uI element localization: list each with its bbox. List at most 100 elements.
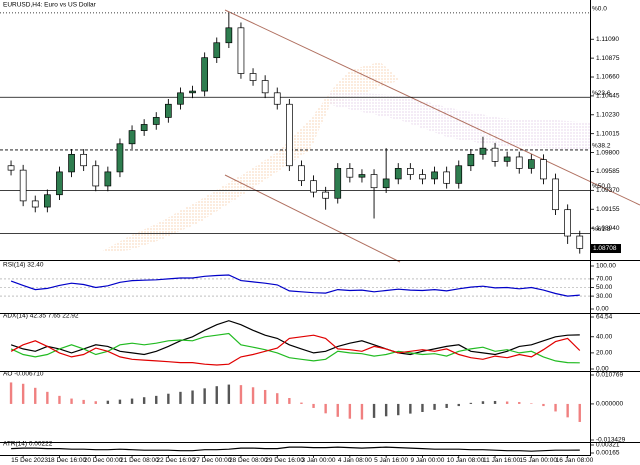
ao-bar: [578, 403, 581, 422]
candle-body: [92, 165, 100, 187]
y-tick-label: 40.00: [596, 333, 613, 340]
ao-bar: [324, 403, 327, 414]
last-price: 1.08708: [593, 245, 617, 252]
candle-body: [479, 147, 487, 155]
x-tick-label: 15 Jan 00:00: [519, 457, 557, 464]
ao-bar: [94, 401, 97, 404]
y-tick-label: 1.10875: [596, 55, 620, 62]
indicator-line: [10, 274, 580, 297]
x-tick-label: 29 Dec 16:00: [265, 457, 304, 464]
candle-body: [358, 174, 366, 178]
panel-title: RSI(14) 32.40: [3, 262, 44, 269]
panel-title: ATR(14) 0.00222: [3, 441, 53, 448]
candle-body: [455, 165, 463, 184]
ao-bar: [167, 393, 170, 404]
candle-body: [261, 80, 269, 94]
ao-bar: [445, 403, 448, 408]
ao-bar: [9, 382, 13, 404]
y-tick-label: 70.00: [596, 276, 613, 283]
ao-bar: [360, 403, 364, 420]
ao-bar: [554, 403, 557, 412]
candle-body: [225, 27, 233, 44]
x-tick-label: 18 Dec 16:00: [47, 457, 86, 464]
candle-body: [515, 156, 523, 169]
candle-body: [237, 27, 245, 74]
ao-bar: [191, 390, 194, 404]
ao-bar: [493, 400, 497, 404]
candle-body: [128, 130, 136, 145]
candle-body: [165, 103, 172, 118]
x-tick-label: 28 Dec 08:00: [229, 457, 268, 464]
y-tick-label: 1.08940: [596, 225, 620, 232]
y-tick-label: 1.09370: [596, 187, 620, 194]
candle-body: [431, 171, 438, 180]
x-tick-label: 16 Jan 08:00: [556, 457, 594, 464]
panel-title: AO -0.006710: [3, 371, 44, 378]
x-tick-label: 20 Dec 00:00: [84, 457, 123, 464]
y-tick-label: 0.010769: [596, 372, 623, 379]
candle-body: [407, 168, 414, 175]
candle-body: [576, 235, 584, 249]
y-tick-label: 0.00165: [596, 450, 620, 457]
candle-body: [116, 143, 124, 173]
candle-body: [7, 165, 15, 171]
candle-body: [346, 168, 354, 178]
candle-body: [213, 42, 221, 59]
channel-line: [224, 174, 401, 263]
ao-bar: [46, 391, 49, 404]
candle-body: [140, 124, 148, 131]
ao-bar: [348, 403, 352, 419]
ao-bar: [239, 385, 243, 404]
candle-body: [467, 153, 475, 167]
indicator-line: [11, 446, 580, 452]
ao-bar: [21, 383, 25, 404]
y-tick-label: 20.00: [596, 350, 613, 357]
ao-bar: [421, 403, 424, 412]
ao-bar: [251, 387, 255, 404]
ao-bar: [276, 393, 279, 404]
candle-body: [80, 153, 88, 167]
panel-title: ADX(14) 42.35 7.65 22.92: [3, 313, 79, 320]
ao-bar: [130, 398, 134, 404]
x-tick-label: 4 Jan 08:00: [338, 457, 372, 464]
ao-bar: [288, 398, 291, 404]
x-tick-label: 5 Jan 16:00: [374, 457, 408, 464]
candle-body: [552, 178, 559, 211]
y-tick-label: 50.00: [596, 284, 613, 291]
candle-body: [201, 57, 208, 92]
ao-bar: [518, 402, 521, 404]
x-tick-label: 11 Jan 16:00: [483, 457, 520, 464]
ao-bar: [542, 403, 545, 407]
candle-body: [152, 117, 160, 125]
candle-body: [443, 171, 450, 184]
ao-bar: [397, 403, 400, 416]
indicator-line: [10, 334, 581, 366]
candle-body: [189, 90, 196, 94]
last-price-box: [591, 244, 621, 254]
fib-label: %61.8: [592, 226, 611, 233]
candle-body: [68, 153, 75, 173]
candle-body: [394, 168, 402, 180]
candle-body: [177, 92, 184, 105]
x-tick-label: 9 Jan 00:00: [410, 457, 444, 464]
ao-bar: [106, 400, 110, 404]
y-tick-label: -0.013429: [596, 437, 626, 444]
ao-bar: [384, 403, 388, 417]
x-tick-label: 21 Dec 08:00: [120, 457, 159, 464]
y-tick-label: 64.54: [596, 314, 613, 321]
candle-body: [564, 209, 572, 237]
panel-title: EURUSD,H4: Euro vs US Dollar: [3, 2, 97, 9]
candle-body: [273, 92, 281, 105]
y-tick-label: 30.00: [596, 293, 613, 300]
x-tick-label: 3 Jan 00:00: [302, 457, 336, 464]
ao-bar: [203, 388, 206, 404]
ao-bar: [457, 403, 460, 407]
ao-bar: [433, 403, 436, 410]
y-tick-label: 1.11090: [596, 36, 619, 43]
candle-body: [527, 159, 535, 169]
candle-body: [334, 168, 342, 199]
candle-body: [540, 159, 547, 180]
fib-label: %23.6: [592, 90, 611, 97]
